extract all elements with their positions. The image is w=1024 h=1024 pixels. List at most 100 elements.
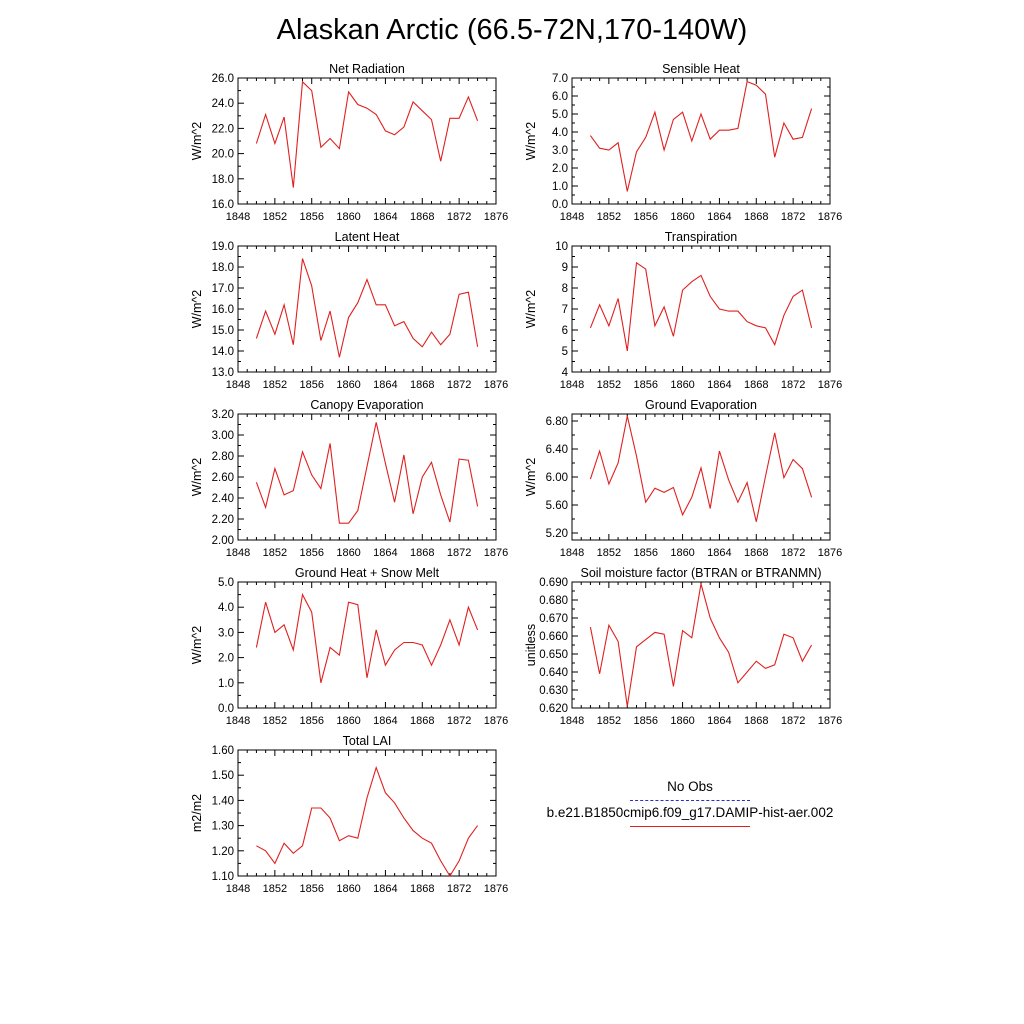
x-tick-label: 1860 (336, 883, 360, 895)
y-axis-label: W/m^2 (190, 122, 204, 161)
y-tick-label: 16.0 (212, 199, 234, 211)
x-tick-label: 1872 (447, 379, 471, 391)
y-tick-label: 5 (562, 346, 568, 358)
x-tick-label: 1856 (633, 379, 657, 391)
panel-title: Ground Evaporation (645, 398, 757, 412)
y-tick-label: 5.60 (546, 500, 568, 512)
y-axis-label: W/m^2 (524, 122, 538, 161)
y-tick-label: 7 (562, 304, 568, 316)
y-tick-label: 22.0 (212, 123, 234, 135)
legend-entry-obs: No Obs (530, 778, 850, 804)
panel-2: Latent Heat W/m^2 1848 1852 1856 1860 1864 1868… (190, 230, 508, 391)
x-tick-label: 1848 (560, 547, 584, 559)
x-tick-label: 1876 (484, 883, 508, 895)
x-tick-label: 1856 (299, 379, 323, 391)
x-tick-label: 1868 (744, 211, 768, 223)
x-tick-label: 1876 (484, 211, 508, 223)
y-tick-label: 1.0 (552, 181, 568, 193)
series-line-0 (589, 80, 813, 192)
series-line-0 (255, 258, 479, 358)
x-tick-label: 1860 (670, 379, 694, 391)
x-tick-label: 1860 (336, 547, 360, 559)
y-tick-label: 1.0 (218, 678, 234, 690)
y-tick-label: 7.0 (552, 73, 568, 85)
panel-title: Total LAI (343, 734, 392, 748)
y-tick-label: 0.670 (539, 613, 568, 625)
y-tick-label: 10 (555, 241, 568, 253)
y-tick-label: 5.20 (546, 528, 568, 540)
y-tick-label: 20.0 (212, 149, 234, 161)
y-tick-label: 6.0 (552, 91, 568, 103)
y-tick-label: 1.30 (212, 821, 234, 833)
panel-5: Ground Evaporation W/m^2 1848 1852 1856 1860 1… (524, 398, 842, 559)
panel-title: Net Radiation (329, 62, 405, 76)
y-tick-label: 18.0 (212, 174, 234, 186)
panel-3: Transpiration W/m^2 1848 1852 1856 1860 1864 18… (524, 230, 842, 391)
x-tick-label: 1848 (560, 211, 584, 223)
panel-4: Canopy Evaporation W/m^2 1848 1852 1856 1860 1… (190, 398, 508, 559)
x-tick-label: 1848 (226, 883, 250, 895)
y-tick-label: 3.0 (218, 627, 234, 639)
y-tick-label: 2.00 (212, 535, 234, 547)
y-tick-label: 1.40 (212, 795, 234, 807)
x-tick-label: 1868 (410, 211, 434, 223)
y-tick-label: 0.0 (218, 703, 234, 715)
y-tick-label: 18.0 (212, 262, 234, 274)
x-tick-label: 1860 (336, 211, 360, 223)
x-tick-label: 1872 (447, 211, 471, 223)
x-tick-label: 1876 (818, 379, 842, 391)
y-tick-label: 1.10 (212, 871, 234, 883)
x-tick-label: 1876 (484, 379, 508, 391)
x-tick-label: 1852 (597, 211, 621, 223)
x-tick-label: 1848 (226, 547, 250, 559)
x-tick-label: 1876 (818, 211, 842, 223)
panel-title: Canopy Evaporation (310, 398, 423, 412)
y-axis-label: unitless (524, 624, 538, 666)
page-title: Alaskan Arctic (66.5-72N,170-140W) (276, 14, 748, 46)
y-tick-label: 0.660 (539, 631, 568, 643)
series-line-0 (255, 422, 479, 524)
y-tick-label: 2.40 (212, 493, 234, 505)
plot-frame (237, 77, 497, 205)
y-tick-label: 3.00 (212, 430, 234, 442)
y-tick-label: 4 (562, 367, 569, 379)
y-tick-label: 2.80 (212, 451, 234, 463)
y-axis-label: W/m^2 (190, 290, 204, 329)
x-tick-label: 1852 (263, 715, 287, 727)
y-tick-label: 2.20 (212, 514, 234, 526)
y-tick-label: 0.680 (539, 595, 568, 607)
x-tick-label: 1872 (781, 715, 805, 727)
panel-title: Sensible Heat (662, 62, 740, 76)
y-tick-label: 0.690 (539, 577, 568, 589)
legend: No Obs b.e21.B1850cmip6.f09_g17.DAMIP-hi… (530, 778, 850, 830)
x-tick-label: 1856 (299, 883, 323, 895)
x-tick-label: 1852 (263, 883, 287, 895)
x-tick-label: 1852 (597, 379, 621, 391)
x-tick-label: 1856 (633, 547, 657, 559)
panel-title: Soil moisture factor (BTRAN or BTRANMN) (580, 566, 821, 580)
y-tick-label: 6.80 (546, 416, 568, 428)
y-tick-label: 6 (562, 325, 568, 337)
panel-title: Latent Heat (335, 230, 400, 244)
y-axis-label: W/m^2 (190, 458, 204, 497)
x-tick-label: 1876 (818, 715, 842, 727)
y-tick-label: 17.0 (212, 283, 234, 295)
y-tick-label: 15.0 (212, 325, 234, 337)
x-tick-label: 1876 (484, 715, 508, 727)
series-line-0 (589, 415, 813, 522)
x-tick-label: 1860 (336, 379, 360, 391)
x-tick-label: 1856 (299, 715, 323, 727)
series-line-0 (255, 592, 479, 683)
series-line-0 (255, 80, 479, 188)
legend-label-obs: No Obs (667, 779, 713, 794)
series-line-0 (589, 261, 813, 352)
y-tick-label: 24.0 (212, 98, 234, 110)
y-tick-label: 2.0 (552, 163, 568, 175)
y-tick-label: 0.630 (539, 685, 568, 697)
x-tick-label: 1872 (447, 547, 471, 559)
y-tick-label: 19.0 (212, 241, 234, 253)
panel-1: Sensible Heat W/m^2 1848 1852 1856 1860 1864 18… (524, 62, 842, 223)
x-tick-label: 1864 (373, 379, 397, 391)
y-tick-label: 3.20 (212, 409, 234, 421)
x-tick-label: 1864 (707, 547, 731, 559)
